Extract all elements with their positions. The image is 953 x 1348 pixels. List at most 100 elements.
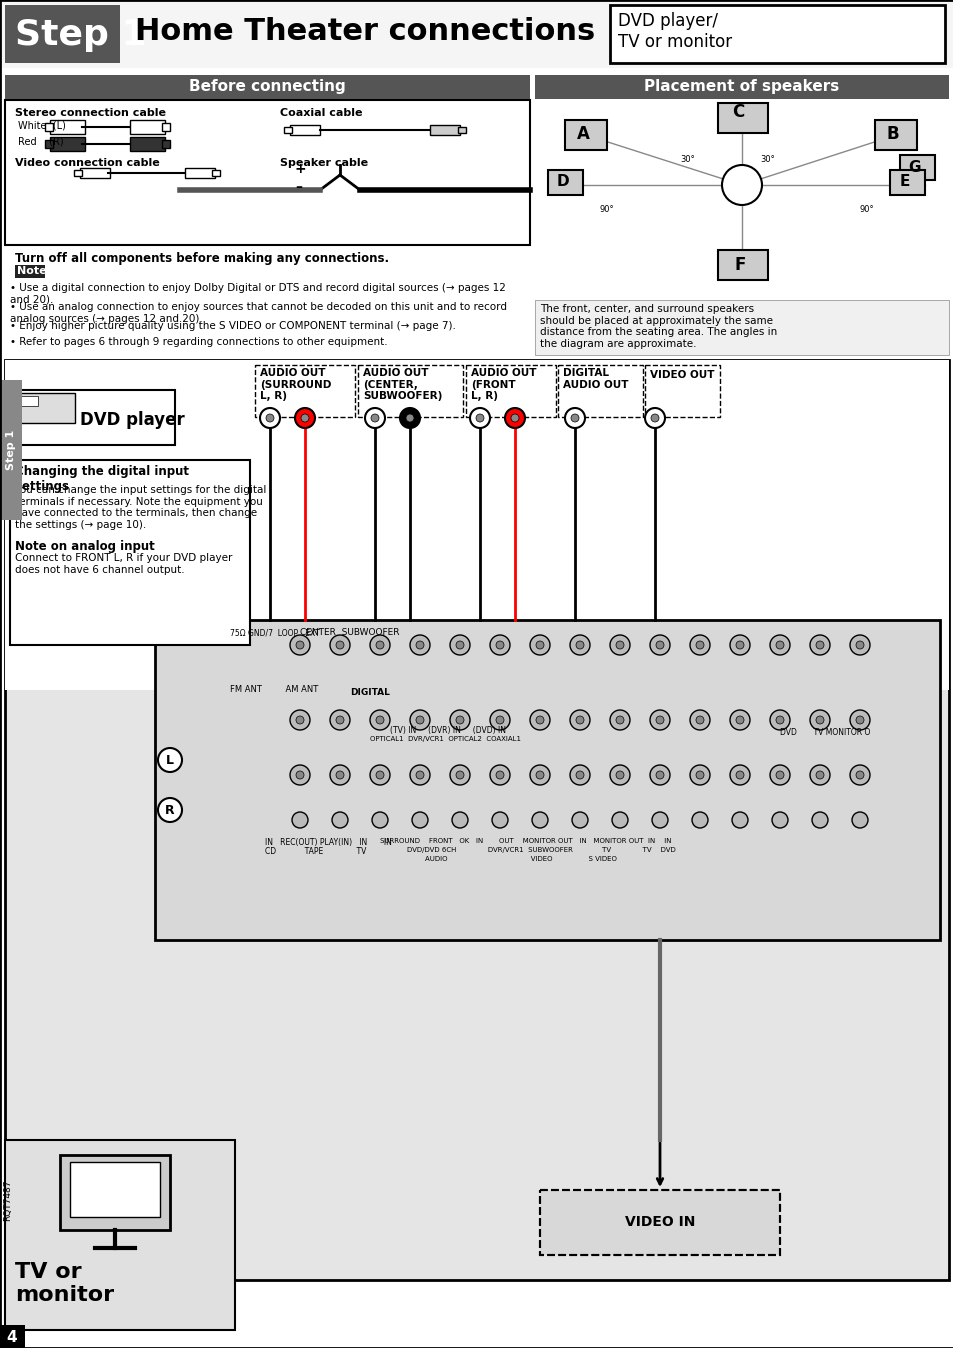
- Bar: [558, 365, 642, 417]
- Circle shape: [735, 716, 743, 724]
- Circle shape: [295, 716, 304, 724]
- Circle shape: [456, 716, 463, 724]
- Circle shape: [689, 635, 709, 655]
- Circle shape: [375, 771, 384, 779]
- Text: C: C: [731, 102, 743, 121]
- Circle shape: [815, 642, 823, 648]
- Bar: [18, 396, 38, 406]
- Bar: [45, 123, 53, 131]
- Bar: [535, 75, 948, 98]
- Circle shape: [609, 635, 629, 655]
- Text: 30°: 30°: [760, 155, 774, 164]
- Circle shape: [416, 771, 423, 779]
- Text: 75Ω GND/7  LOOP   EXT: 75Ω GND/7 LOOP EXT: [230, 628, 319, 638]
- Circle shape: [656, 716, 663, 724]
- Bar: [644, 365, 720, 417]
- Circle shape: [651, 811, 667, 828]
- Text: DVD/DVD 6CH              DVR/VCR1  SUBWOOFER             TV              TV    D: DVD/DVD 6CH DVR/VCR1 SUBWOOFER TV TV D: [379, 847, 675, 853]
- Text: G: G: [908, 159, 921, 174]
- Circle shape: [490, 766, 510, 785]
- Text: (TV) IN     (DVR) IN     (DVD) IN: (TV) IN (DVR) IN (DVD) IN: [390, 727, 505, 735]
- Text: AUDIO                                     VIDEO                S VIDEO: AUDIO VIDEO S VIDEO: [379, 856, 617, 861]
- Bar: [535, 301, 948, 355]
- Circle shape: [656, 771, 663, 779]
- Circle shape: [609, 766, 629, 785]
- Circle shape: [564, 408, 584, 429]
- Circle shape: [609, 710, 629, 731]
- Text: F: F: [734, 256, 745, 274]
- Bar: [5, 360, 948, 690]
- Text: DIGITAL: DIGITAL: [350, 687, 390, 697]
- Bar: [535, 100, 948, 301]
- Circle shape: [536, 716, 543, 724]
- Bar: [130, 120, 165, 133]
- Circle shape: [735, 771, 743, 779]
- Circle shape: [689, 766, 709, 785]
- Circle shape: [158, 798, 182, 822]
- Text: VIDEO OUT: VIDEO OUT: [649, 369, 714, 380]
- Bar: [162, 140, 170, 148]
- Bar: [185, 168, 214, 178]
- Circle shape: [576, 716, 583, 724]
- Circle shape: [775, 771, 783, 779]
- Circle shape: [656, 642, 663, 648]
- Text: Note: Note: [17, 266, 47, 276]
- Circle shape: [855, 642, 863, 648]
- Text: OPTICAL1  DVR/VCR1  OPTICAL2  COAXIAL1: OPTICAL1 DVR/VCR1 OPTICAL2 COAXIAL1: [370, 736, 520, 741]
- Circle shape: [771, 811, 787, 828]
- Text: Video connection cable: Video connection cable: [15, 158, 159, 168]
- Circle shape: [616, 771, 623, 779]
- Circle shape: [855, 716, 863, 724]
- Circle shape: [689, 710, 709, 731]
- Bar: [539, 1190, 780, 1255]
- Circle shape: [450, 635, 470, 655]
- Bar: [130, 137, 165, 151]
- Circle shape: [511, 414, 518, 422]
- Bar: [5, 360, 948, 1281]
- Circle shape: [496, 642, 503, 648]
- Circle shape: [731, 811, 747, 828]
- Circle shape: [815, 771, 823, 779]
- Circle shape: [849, 635, 869, 655]
- Text: • Use an analog connection to enjoy sources that cannot be decoded on this unit : • Use an analog connection to enjoy sour…: [10, 302, 506, 324]
- Bar: [0, 380, 22, 520]
- Circle shape: [399, 408, 419, 429]
- Bar: [162, 123, 170, 131]
- Text: D: D: [557, 174, 569, 190]
- Bar: [5, 5, 120, 63]
- Circle shape: [456, 642, 463, 648]
- Text: E: E: [899, 174, 909, 190]
- Circle shape: [412, 811, 428, 828]
- Text: –: –: [294, 181, 302, 194]
- Circle shape: [490, 710, 510, 731]
- Circle shape: [330, 766, 350, 785]
- Circle shape: [769, 710, 789, 731]
- Circle shape: [572, 811, 587, 828]
- Text: DVD       TV MONITOR O: DVD TV MONITOR O: [780, 728, 869, 737]
- Circle shape: [371, 414, 378, 422]
- Circle shape: [775, 642, 783, 648]
- Bar: [539, 1190, 780, 1255]
- Bar: [50, 120, 85, 133]
- Bar: [899, 155, 934, 181]
- Text: VIDEO IN: VIDEO IN: [624, 1215, 695, 1229]
- Circle shape: [295, 642, 304, 648]
- Circle shape: [650, 414, 659, 422]
- Circle shape: [855, 771, 863, 779]
- Circle shape: [530, 766, 550, 785]
- Bar: [80, 168, 110, 178]
- Text: 90°: 90°: [859, 205, 874, 214]
- Circle shape: [815, 716, 823, 724]
- Circle shape: [849, 766, 869, 785]
- Circle shape: [569, 766, 589, 785]
- Circle shape: [492, 811, 507, 828]
- Circle shape: [290, 710, 310, 731]
- Bar: [564, 120, 606, 150]
- Circle shape: [735, 642, 743, 648]
- Circle shape: [811, 811, 827, 828]
- Bar: [5, 360, 174, 690]
- Circle shape: [290, 635, 310, 655]
- Text: You can change the input settings for the digital
terminals if necessary. Note t: You can change the input settings for th…: [15, 485, 266, 530]
- Circle shape: [536, 771, 543, 779]
- Text: +: +: [294, 162, 306, 177]
